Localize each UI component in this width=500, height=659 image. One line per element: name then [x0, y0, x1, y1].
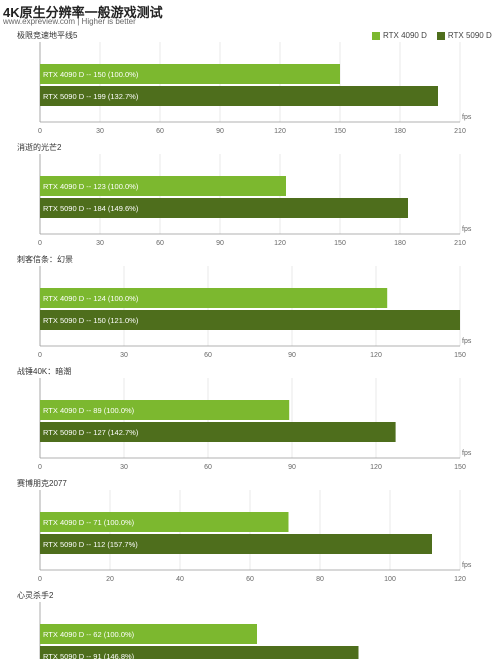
- chart-2-unit-label: fps: [462, 226, 472, 233]
- chart-6-title: 心灵杀手2: [17, 590, 54, 600]
- chart-2-title: 消逝的光芒2: [17, 142, 62, 152]
- chart-5-title: 赛博朋克2077: [17, 478, 67, 488]
- chart-4-tick-label-2: 60: [204, 464, 212, 471]
- chart-5-tick-label-4: 80: [316, 576, 324, 583]
- chart-4-unit-label: fps: [462, 450, 472, 457]
- chart-1-tick-label-1: 30: [96, 128, 104, 135]
- chart-1-tick-label-5: 150: [334, 128, 346, 135]
- chart-1-title: 极限竞速地平线5: [17, 30, 78, 40]
- chart-4-bar-2: [40, 422, 396, 442]
- chart-4-bar-label-1: RTX 4090 D -- 89 (100.0%): [43, 406, 135, 415]
- chart-2-bar-label-2: RTX 5090 D -- 184 (149.6%): [43, 204, 139, 213]
- chart-5-bar-1: [40, 512, 289, 532]
- chart-1-tick-label-6: 180: [394, 128, 406, 135]
- chart-4-tick-label-5: 150: [454, 464, 466, 471]
- chart-3-bar-2: [40, 310, 460, 330]
- chart-5-tick-label-3: 60: [246, 576, 254, 583]
- chart-1-tick-label-0: 0: [38, 128, 42, 135]
- chart-4-tick-label-1: 30: [120, 464, 128, 471]
- chart-6-bar-1: [40, 624, 257, 644]
- legend-label-4090d: RTX 4090 D: [383, 31, 427, 40]
- chart-5-tick-label-2: 40: [176, 576, 184, 583]
- chart-5-bar-label-2: RTX 5090 D -- 112 (157.7%): [43, 540, 138, 549]
- legend-item-5090d: RTX 5090 D: [436, 31, 492, 40]
- chart-2-tick-label-1: 30: [96, 240, 104, 247]
- chart-2-tick-label-7: 210: [454, 240, 466, 247]
- chart-4-tick-label-0: 0: [38, 464, 42, 471]
- chart-5-tick-label-6: 120: [454, 576, 466, 583]
- chart-6-bar-label-1: RTX 4090 D -- 62 (100.0%): [43, 630, 135, 639]
- legend-label-5090d: RTX 5090 D: [447, 31, 492, 40]
- chart-1-bar-label-2: RTX 5090 D -- 199 (132.7%): [43, 92, 139, 101]
- chart-3-tick-label-2: 60: [204, 352, 212, 359]
- chart-2-tick-label-0: 0: [38, 240, 42, 247]
- chart-2-tick-label-5: 150: [334, 240, 346, 247]
- chart-2-bar-1: [40, 176, 286, 196]
- chart-5-bar-2: [40, 534, 432, 554]
- page-title: 4K原生分辨率一般游戏测试: [3, 5, 163, 20]
- chart-4-title: 战锤40K：暗潮: [17, 366, 71, 376]
- chart-3-tick-label-5: 150: [454, 352, 466, 359]
- legend-swatch-5090d: [436, 31, 445, 40]
- chart-6-bar-label-2: RTX 5090 D -- 91 (146.8%): [43, 652, 135, 659]
- chart-6-bar-2: [40, 646, 359, 659]
- chart-3-unit-label: fps: [462, 338, 472, 345]
- chart-5-unit-label: fps: [462, 562, 472, 569]
- chart-1-tick-label-3: 90: [216, 128, 224, 135]
- chart-3-title: 刺客信条：幻景: [17, 254, 73, 264]
- chart-1-bar-1: [40, 64, 340, 84]
- chart-3-bar-label-2: RTX 5090 D -- 150 (121.0%): [43, 316, 139, 325]
- chart-2-tick-label-4: 120: [274, 240, 286, 247]
- chart-1-bar-label-1: RTX 4090 D -- 150 (100.0%): [43, 70, 139, 79]
- chart-2-bar-label-1: RTX 4090 D -- 123 (100.0%): [43, 182, 139, 191]
- chart-4-bar-label-2: RTX 5090 D -- 127 (142.7%): [43, 428, 139, 437]
- chart-3-bar-1: [40, 288, 388, 308]
- chart-2-bar-2: [40, 198, 408, 218]
- chart-1-tick-label-7: 210: [454, 128, 466, 135]
- chart-1-tick-label-4: 120: [274, 128, 286, 135]
- chart-4-bar-1: [40, 400, 290, 420]
- chart-2-tick-label-3: 90: [216, 240, 224, 247]
- chart-4-tick-label-4: 120: [370, 464, 382, 471]
- chart-3-bar-label-1: RTX 4090 D -- 124 (100.0%): [43, 294, 139, 303]
- legend: RTX 4090 D RTX 5090 D: [372, 31, 492, 40]
- chart-5-tick-label-0: 0: [38, 576, 42, 583]
- chart-5-bar-label-1: RTX 4090 D -- 71 (100.0%): [43, 518, 135, 527]
- chart-2-tick-label-6: 180: [394, 240, 406, 247]
- chart-2-tick-label-2: 60: [156, 240, 164, 247]
- chart-5-tick-label-1: 20: [106, 576, 114, 583]
- chart-4-tick-label-3: 90: [288, 464, 296, 471]
- chart-1-tick-label-2: 60: [156, 128, 164, 135]
- legend-item-4090d: RTX 4090 D: [372, 31, 427, 40]
- chart-1-bar-2: [40, 86, 438, 106]
- legend-swatch-4090d: [372, 31, 380, 40]
- chart-3-tick-label-4: 120: [370, 352, 382, 359]
- chart-3-tick-label-3: 90: [288, 352, 296, 359]
- page-subtitle: www.expreview.com | Higher is better: [3, 17, 136, 26]
- chart-5-tick-label-5: 100: [384, 576, 396, 583]
- chart-1-unit-label: fps: [462, 114, 472, 121]
- chart-3-tick-label-1: 30: [120, 352, 128, 359]
- chart-3-tick-label-0: 0: [38, 352, 42, 359]
